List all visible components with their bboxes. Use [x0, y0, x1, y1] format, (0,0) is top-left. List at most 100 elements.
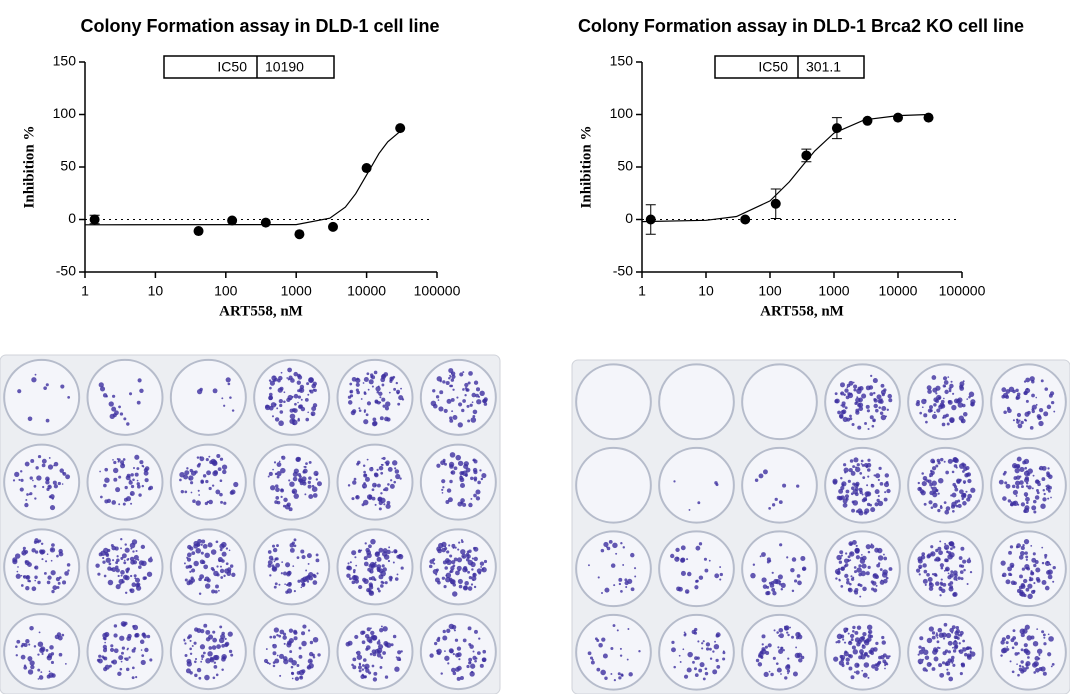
colony: [957, 576, 961, 580]
colony: [854, 466, 861, 473]
colony: [22, 552, 25, 555]
colony: [460, 549, 466, 555]
colony: [869, 634, 874, 639]
colony: [951, 404, 957, 411]
colony: [367, 388, 370, 391]
colony: [286, 571, 291, 577]
colony: [1038, 420, 1044, 427]
colony: [872, 378, 878, 384]
colony: [770, 672, 774, 677]
colony: [119, 583, 122, 586]
colony: [149, 658, 153, 662]
colony: [284, 504, 291, 510]
colony: [1033, 499, 1037, 504]
colony: [842, 498, 848, 504]
colony: [278, 653, 285, 659]
colony: [946, 422, 950, 426]
colony: [385, 462, 390, 466]
colony: [456, 565, 462, 571]
colony: [448, 544, 451, 547]
colony: [185, 565, 190, 569]
colony: [47, 655, 50, 659]
colony: [309, 660, 312, 663]
colony: [855, 670, 860, 675]
colony: [272, 664, 276, 668]
colony: [110, 644, 114, 648]
colony: [306, 665, 312, 670]
colony: [442, 380, 446, 384]
colony: [851, 508, 856, 513]
colony: [307, 484, 312, 489]
colony: [1019, 589, 1024, 595]
colony: [712, 650, 715, 653]
colony: [269, 380, 275, 386]
colony: [199, 456, 202, 459]
colony: [132, 624, 139, 631]
colony: [226, 571, 232, 577]
colony: [39, 647, 45, 654]
colony: [356, 462, 360, 466]
colony: [1033, 563, 1037, 568]
colony: [394, 550, 398, 554]
colony: [387, 483, 390, 486]
colony: [853, 388, 857, 392]
colony: [842, 502, 848, 508]
colony: [840, 391, 845, 396]
colony: [955, 626, 960, 630]
colony: [392, 460, 398, 466]
colony: [600, 548, 605, 553]
colony: [884, 473, 890, 478]
colony: [372, 482, 377, 488]
colony: [309, 640, 314, 645]
colony: [20, 478, 24, 482]
colony: [786, 631, 789, 634]
colony: [628, 672, 633, 677]
colony: [358, 665, 362, 670]
colony: [12, 479, 16, 482]
colony: [297, 401, 299, 404]
colony: [291, 671, 294, 675]
colony: [1025, 661, 1031, 667]
colony: [923, 569, 928, 574]
colony: [968, 391, 975, 398]
colony: [306, 580, 310, 583]
colony: [208, 634, 214, 640]
colony: [219, 565, 222, 568]
colony: [143, 470, 149, 476]
colony: [930, 458, 935, 464]
colony: [141, 632, 146, 637]
colony: [861, 393, 867, 399]
colony: [184, 470, 190, 476]
colony: [190, 576, 194, 580]
colony: [61, 633, 65, 637]
colony: [14, 471, 20, 478]
colony: [1009, 573, 1013, 577]
colony: [842, 638, 845, 641]
colony: [876, 498, 880, 503]
colony: [60, 384, 65, 389]
colony: [27, 656, 33, 662]
colony: [355, 382, 360, 387]
colony: [940, 566, 944, 570]
colony: [840, 554, 843, 557]
colony: [1009, 545, 1014, 549]
colony: [847, 632, 850, 635]
colony: [950, 658, 955, 663]
colony: [694, 629, 696, 632]
colony: [393, 387, 397, 391]
colony: [452, 583, 457, 587]
colony: [281, 561, 284, 563]
colony: [112, 559, 115, 562]
colony: [225, 547, 229, 550]
x-axis-label: ART558, nM: [219, 303, 303, 319]
colony: [31, 586, 37, 592]
colony: [848, 666, 853, 671]
colony: [1016, 420, 1020, 424]
colony: [679, 661, 682, 663]
colony: [204, 674, 210, 681]
colony: [450, 565, 455, 571]
well: [169, 528, 247, 606]
colony: [938, 396, 941, 400]
colony: [932, 502, 938, 508]
colony: [845, 395, 850, 400]
